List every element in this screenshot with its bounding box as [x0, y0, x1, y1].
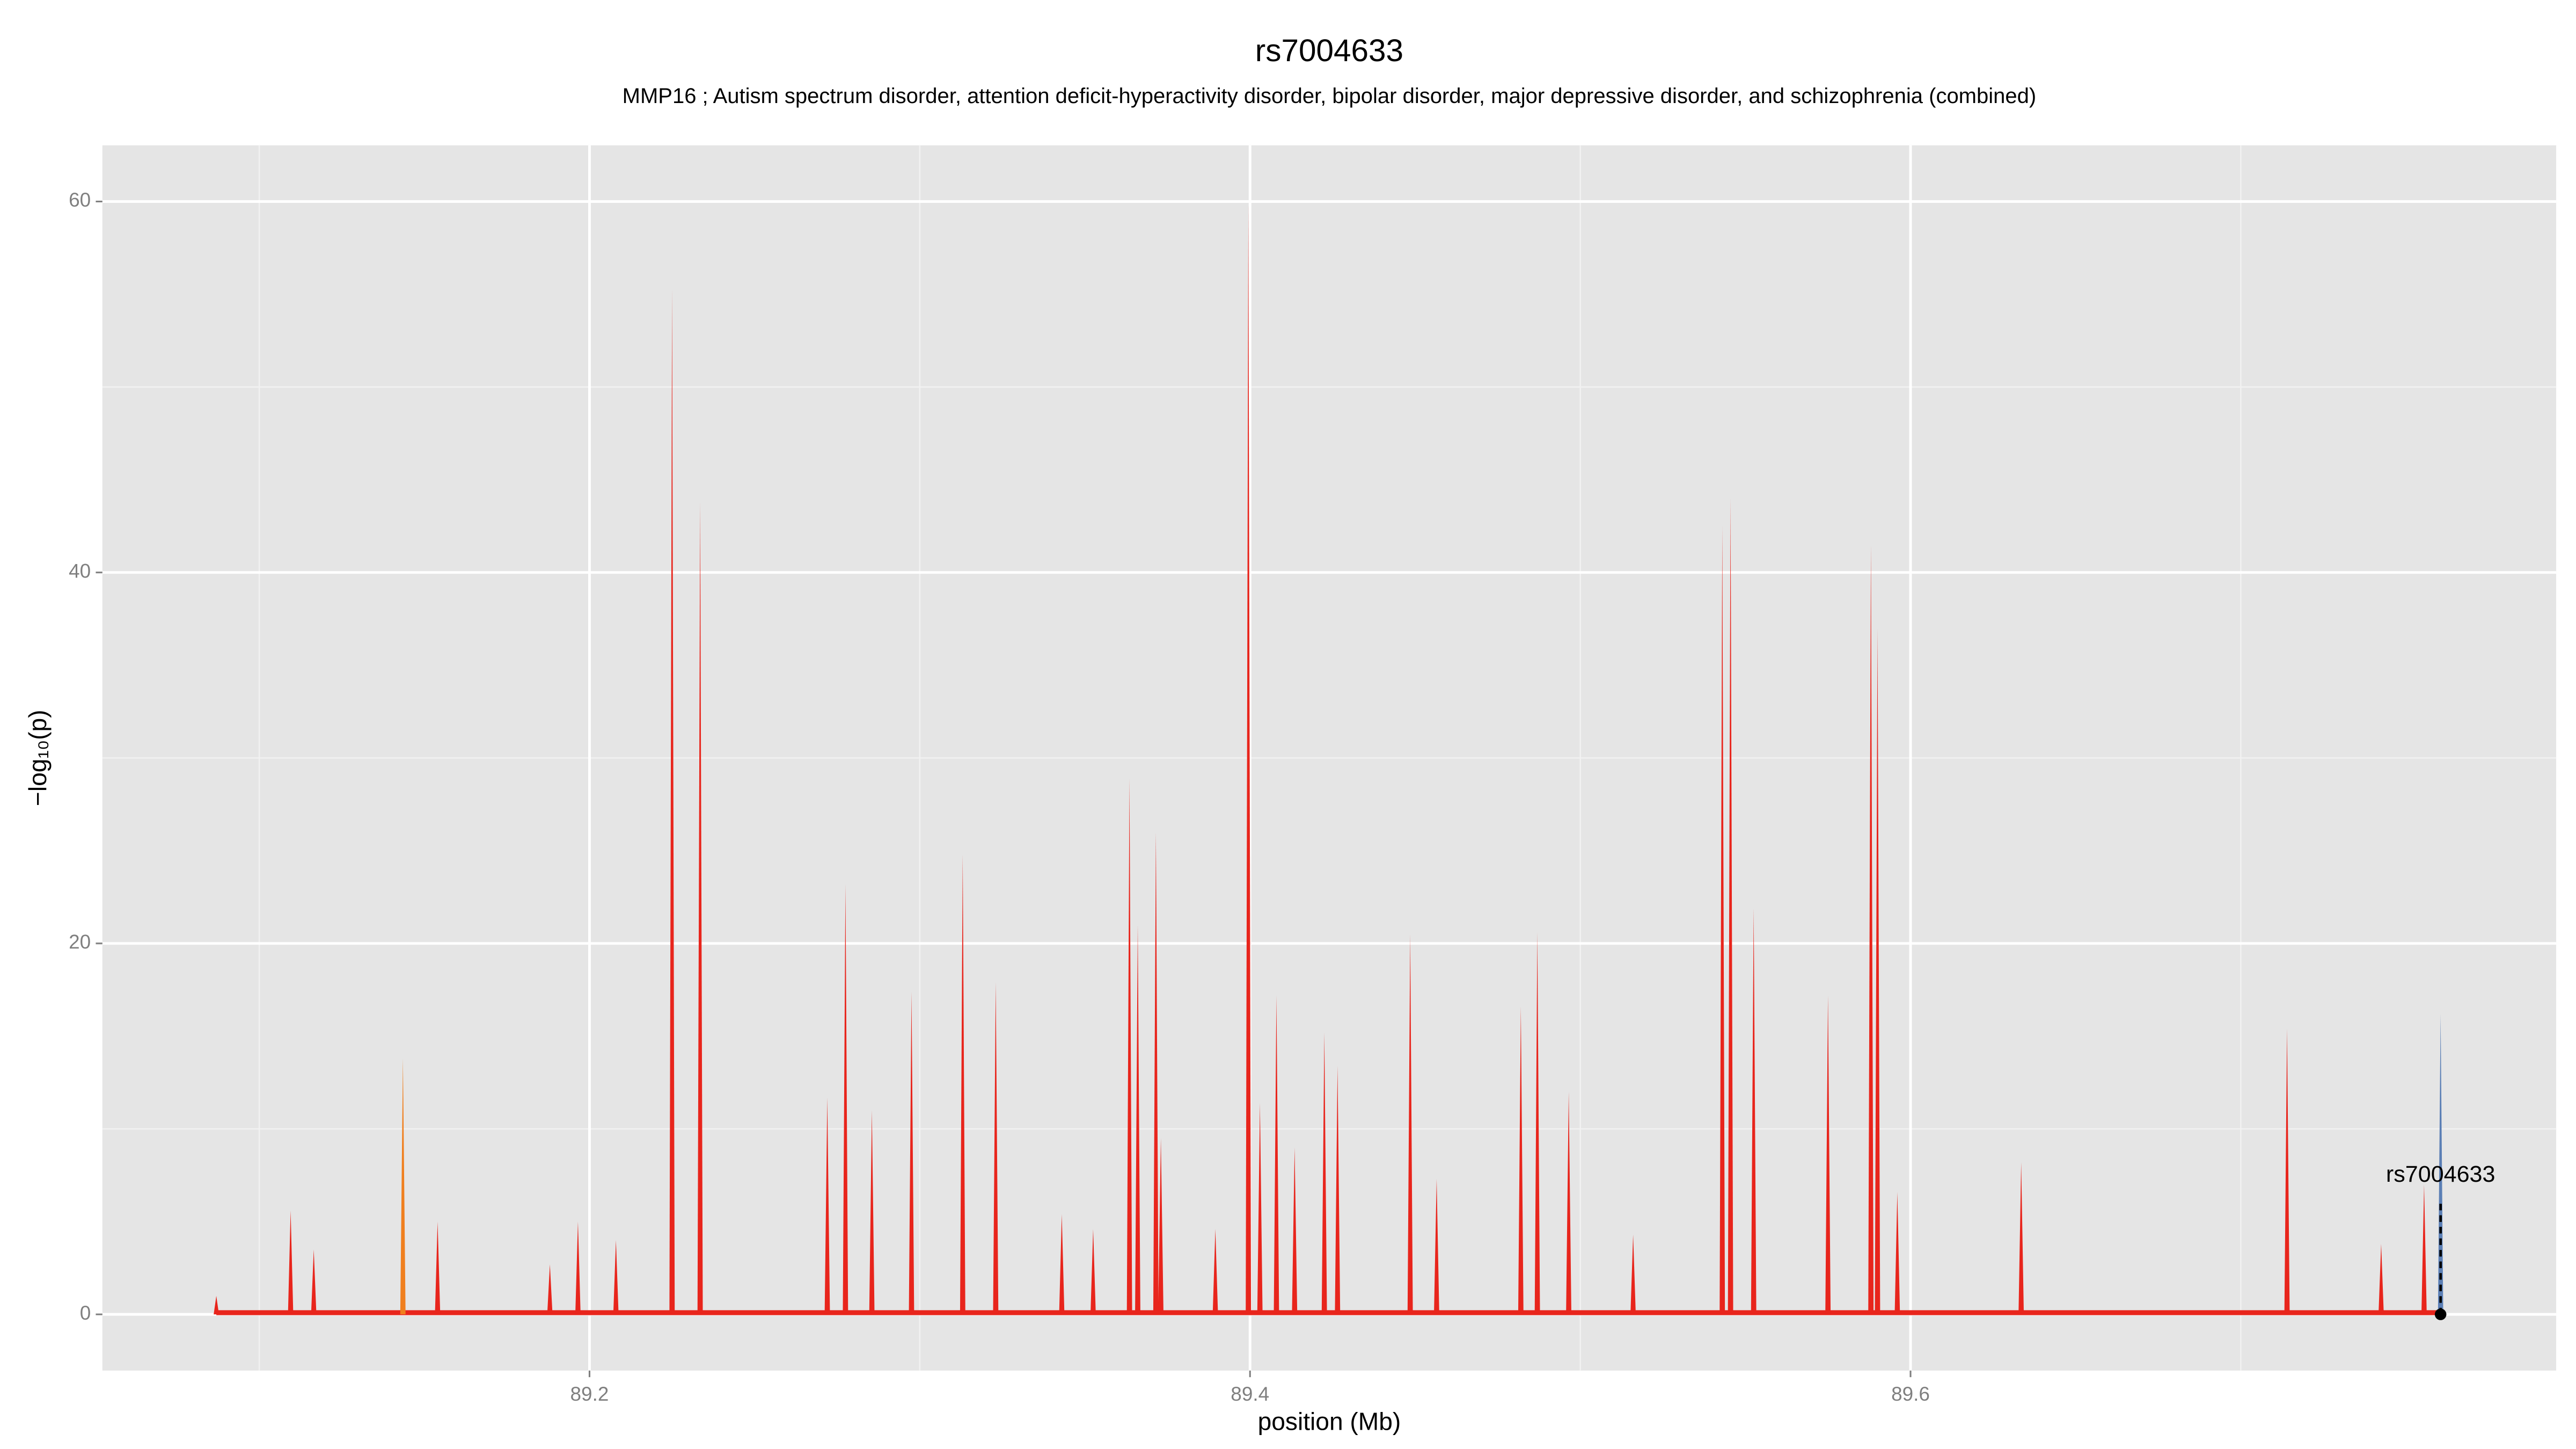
spike [993, 982, 999, 1315]
spike [1719, 526, 1725, 1315]
spike [575, 1221, 581, 1315]
y-tick-label: 0 [80, 1302, 91, 1324]
spike [1728, 498, 1733, 1315]
chart-subtitle: MMP16 ; Autism spectrum disorder, attent… [623, 84, 2037, 108]
spike [547, 1264, 553, 1315]
spike [1292, 1147, 1298, 1315]
spike [2018, 1162, 2024, 1315]
spike [843, 884, 848, 1315]
spike [1158, 1138, 1163, 1315]
annotation-label: rs7004633 [2386, 1161, 2496, 1187]
spike [1153, 832, 1159, 1315]
spike [1257, 1103, 1263, 1315]
spike [1059, 1214, 1065, 1315]
spike [2284, 1028, 2290, 1315]
annotation-point [2434, 1308, 2447, 1320]
spike [214, 1296, 219, 1315]
spike [1751, 908, 1757, 1315]
spike [435, 1221, 441, 1315]
spike [1246, 203, 1252, 1315]
spike [1126, 778, 1132, 1315]
y-tick-label: 20 [69, 931, 91, 953]
spike [1135, 925, 1140, 1315]
spike [2438, 1014, 2443, 1315]
spike [669, 288, 675, 1315]
spike [1335, 1066, 1341, 1315]
spike [1630, 1234, 1636, 1315]
x-tick-label: 89.4 [1231, 1383, 1269, 1405]
spike [1875, 628, 1880, 1315]
spike [1321, 1032, 1327, 1315]
spike [1894, 1192, 1900, 1315]
spike [909, 991, 914, 1315]
spike [960, 854, 965, 1315]
spike [697, 502, 703, 1315]
spike [2421, 1184, 2427, 1315]
chart-title: rs7004633 [1255, 33, 1403, 68]
spike [288, 1210, 294, 1315]
spike [1825, 995, 1831, 1315]
spike [1534, 932, 1540, 1315]
spike [824, 1097, 830, 1315]
x-axis-label: position (Mb) [1258, 1407, 1401, 1435]
y-axis-label: −log₁₀(p) [24, 709, 52, 806]
x-tick-label: 89.6 [1891, 1383, 1930, 1405]
spike [1566, 1092, 1571, 1315]
spike [869, 1110, 875, 1315]
spike [400, 1058, 406, 1315]
spike [311, 1249, 317, 1315]
spike [1518, 1006, 1524, 1315]
spike [2379, 1243, 2384, 1315]
y-tick-label: 60 [69, 189, 91, 211]
spike [1434, 1179, 1439, 1315]
spike [613, 1240, 619, 1315]
spike [1212, 1229, 1218, 1315]
spike [1407, 934, 1413, 1315]
spike [1274, 995, 1279, 1315]
spike [1091, 1229, 1096, 1315]
y-tick-label: 40 [69, 560, 91, 582]
x-tick-label: 89.2 [570, 1383, 609, 1405]
spike [1868, 544, 1874, 1315]
